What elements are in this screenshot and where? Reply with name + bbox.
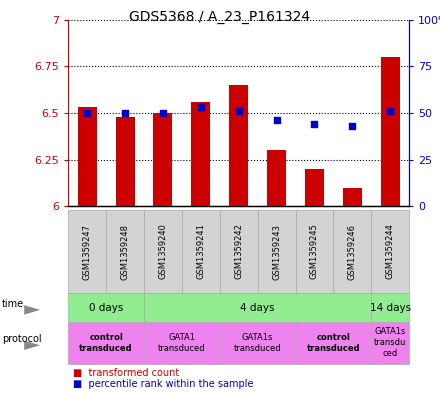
Text: GDS5368 / A_23_P161324: GDS5368 / A_23_P161324 bbox=[129, 10, 311, 24]
Polygon shape bbox=[24, 340, 40, 350]
Point bbox=[311, 121, 318, 127]
Text: ■  transformed count: ■ transformed count bbox=[73, 368, 179, 378]
Text: GATA1
transduced: GATA1 transduced bbox=[158, 333, 205, 353]
Bar bbox=[343, 188, 362, 206]
Text: 0 days: 0 days bbox=[89, 303, 123, 312]
Point bbox=[121, 110, 128, 116]
Text: GSM1359247: GSM1359247 bbox=[83, 224, 92, 279]
Point bbox=[235, 108, 242, 114]
Text: GSM1359240: GSM1359240 bbox=[158, 224, 168, 279]
Text: control
transduced: control transduced bbox=[307, 333, 360, 353]
Bar bbox=[305, 169, 324, 206]
Text: GSM1359244: GSM1359244 bbox=[386, 224, 395, 279]
Point bbox=[349, 123, 356, 129]
Polygon shape bbox=[24, 305, 40, 314]
Point bbox=[387, 108, 394, 114]
Point bbox=[273, 118, 280, 124]
Point bbox=[84, 110, 91, 116]
Text: time: time bbox=[2, 299, 24, 309]
Text: GATA1s
transdu
ced: GATA1s transdu ced bbox=[374, 327, 407, 358]
Text: protocol: protocol bbox=[2, 334, 42, 344]
Text: GSM1359241: GSM1359241 bbox=[196, 224, 205, 279]
Text: GATA1s
transduced: GATA1s transduced bbox=[234, 333, 282, 353]
Bar bbox=[191, 102, 210, 206]
Point bbox=[197, 104, 204, 110]
Bar bbox=[154, 113, 172, 206]
Point bbox=[159, 110, 166, 116]
Bar bbox=[229, 85, 248, 206]
Text: GSM1359243: GSM1359243 bbox=[272, 224, 281, 279]
Text: 14 days: 14 days bbox=[370, 303, 411, 312]
Text: control
transduced: control transduced bbox=[79, 333, 133, 353]
Bar bbox=[78, 107, 97, 206]
Bar bbox=[381, 57, 400, 206]
Text: GSM1359246: GSM1359246 bbox=[348, 224, 357, 279]
Text: GSM1359245: GSM1359245 bbox=[310, 224, 319, 279]
Text: 4 days: 4 days bbox=[240, 303, 275, 312]
Text: GSM1359242: GSM1359242 bbox=[234, 224, 243, 279]
Text: GSM1359248: GSM1359248 bbox=[121, 224, 129, 279]
Text: ■  percentile rank within the sample: ■ percentile rank within the sample bbox=[73, 379, 253, 389]
Bar bbox=[267, 151, 286, 206]
Bar bbox=[116, 117, 135, 206]
